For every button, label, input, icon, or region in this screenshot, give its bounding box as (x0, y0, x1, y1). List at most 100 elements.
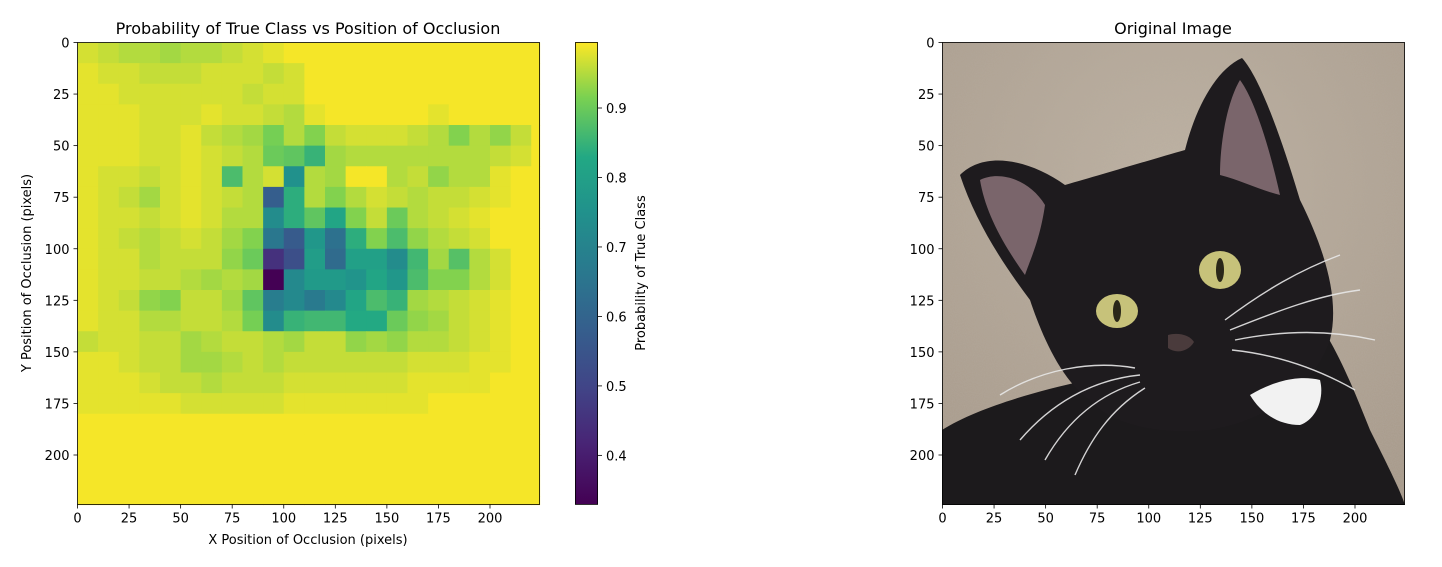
heatmap-cell (366, 186, 388, 209)
heatmap-y-tick-label: 175 (45, 397, 70, 412)
heatmap-cell (180, 434, 202, 456)
image-title: Original Image (1114, 19, 1232, 38)
heatmap-cell (428, 434, 450, 456)
heatmap-cell (283, 125, 305, 147)
heatmap-cell (469, 269, 491, 291)
heatmap-cell (407, 207, 429, 229)
heatmap-cell (242, 207, 264, 229)
heatmap-cell (510, 145, 532, 167)
heatmap-cell (325, 290, 347, 312)
heatmap-cell (118, 290, 140, 312)
heatmap-cell (118, 186, 140, 209)
heatmap-cell (139, 207, 161, 229)
heatmap-cell (366, 496, 388, 506)
heatmap-cell (490, 413, 512, 435)
heatmap-cell (386, 145, 409, 167)
heatmap-cell (510, 63, 532, 85)
colorbar-tick-label: 0.7 (606, 241, 627, 256)
heatmap-cell (160, 496, 182, 506)
left-ear-inner (980, 176, 1045, 275)
heatmap-x-tick-label: 175 (426, 512, 451, 527)
heatmap-cell (531, 83, 541, 105)
heatmap-cell (345, 475, 367, 497)
heatmap-cell (510, 413, 532, 435)
heatmap-cell (283, 372, 305, 394)
heatmap-cell (407, 248, 429, 270)
heatmap-cell (448, 63, 470, 85)
heatmap-cell (325, 186, 347, 209)
heatmap-cell (180, 186, 202, 209)
heatmap-y-tick-label: 150 (45, 346, 70, 361)
heatmap-cell (531, 228, 541, 250)
heatmap-cell (201, 413, 223, 435)
heatmap-cell (139, 186, 161, 209)
heatmap-cell (242, 42, 264, 64)
heatmap-cell (325, 393, 347, 415)
heatmap-cell (510, 434, 532, 456)
heatmap-cell (345, 434, 367, 456)
heatmap-cell (263, 310, 285, 332)
heatmap-cell (325, 269, 347, 291)
heatmap-cell (304, 496, 326, 506)
heatmap-cell (366, 434, 388, 456)
heatmap-cell (77, 228, 99, 250)
heatmap-y-ticks: 0 25 50 75 100 125 150 175 200 (45, 37, 78, 464)
heatmap-cell (77, 496, 99, 506)
heatmap-cell (118, 496, 140, 506)
heatmap-cell (118, 248, 140, 270)
heatmap-cell (221, 104, 244, 126)
heatmap-cell (160, 393, 182, 415)
heatmap-cell (201, 290, 223, 312)
heatmap-cell (201, 269, 223, 291)
heatmap-x-tick-label: 100 (271, 512, 296, 527)
heatmap-cell (139, 393, 161, 415)
heatmap-cell (448, 166, 470, 188)
heatmap-cell (345, 63, 367, 85)
heatmap-cell (366, 475, 388, 497)
image-y-tick-label: 100 (910, 243, 935, 258)
heatmap-cell (366, 290, 388, 312)
heatmap-cell (428, 393, 450, 415)
heatmap-x-tick-label: 150 (374, 512, 399, 527)
heatmap-cell (283, 269, 305, 291)
heatmap-cell (490, 42, 512, 64)
heatmap-cell (510, 186, 532, 209)
heatmap-cell (345, 104, 367, 126)
heatmap-cell (283, 228, 305, 250)
heatmap-cell (345, 496, 367, 506)
heatmap-cell (510, 207, 532, 229)
heatmap-cell (428, 228, 450, 250)
heatmap-cell (490, 83, 512, 105)
image-x-tick-label: 75 (1089, 512, 1106, 527)
colorbar-frame (575, 42, 598, 505)
heatmap-cell (428, 145, 450, 167)
heatmap-cell (201, 63, 223, 85)
heatmap-cell (386, 42, 409, 64)
heatmap-cell (345, 310, 367, 332)
heatmap-cell (345, 455, 367, 477)
heatmap-cell (490, 145, 512, 167)
heatmap-cell (428, 372, 450, 394)
heatmap-cell (160, 145, 182, 167)
heatmap-cell (407, 475, 429, 497)
heatmap-cell (180, 269, 202, 291)
heatmap-cell (98, 248, 120, 270)
heatmap-cell (325, 496, 347, 506)
heatmap-cell (366, 331, 388, 353)
heatmap-cell (531, 393, 541, 415)
heatmap-cell (386, 290, 409, 312)
heatmap-cell (386, 372, 409, 394)
heatmap-cell (118, 393, 140, 415)
heatmap-cell (263, 145, 285, 167)
heatmap-cell (325, 248, 347, 270)
heatmap-cell (180, 83, 202, 105)
heatmap-cell (304, 207, 326, 229)
heatmap-cell (325, 351, 347, 374)
heatmap-cell (325, 475, 347, 497)
heatmap-cell (469, 166, 491, 188)
heatmap-cell (160, 104, 182, 126)
heatmap-cell (386, 83, 409, 105)
heatmap-cell (407, 290, 429, 312)
heatmap-cell (448, 145, 470, 167)
heatmap-cell (221, 413, 244, 435)
